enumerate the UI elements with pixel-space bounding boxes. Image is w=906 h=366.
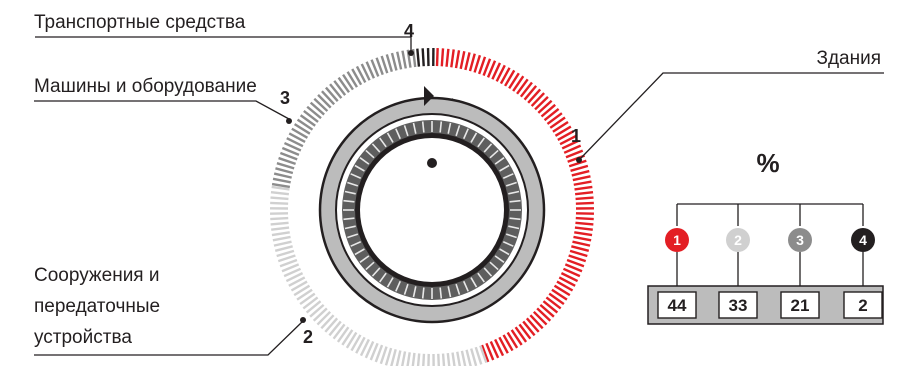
- label-slice-4: Транспортные средства: [34, 12, 246, 33]
- legend-badge-number-1: 1: [673, 232, 681, 248]
- value-label-3: 21: [791, 296, 810, 315]
- value-box-1: [657, 291, 697, 319]
- label-slice-1: Здания: [816, 48, 881, 69]
- value-label-2: 33: [729, 296, 748, 315]
- label-slice-3: Машины и оборудование: [34, 76, 257, 97]
- ring-ticks: [269, 47, 595, 366]
- legend-badge-2: [726, 228, 750, 252]
- center-knob: [318, 86, 546, 324]
- value-label-4: 2: [858, 296, 867, 315]
- legend-badge-number-2: 2: [734, 232, 742, 248]
- leader-lines: [34, 36, 884, 356]
- slice-number-4: 4: [404, 21, 414, 41]
- slice-3-arc: [271, 48, 417, 189]
- legend-badge-3: [788, 228, 812, 252]
- value-box-4: [843, 291, 883, 319]
- legend-badge-4: [851, 228, 875, 252]
- legend-badge-number-3: 3: [796, 232, 804, 248]
- label-slice-2-line-2: передаточные: [34, 296, 160, 317]
- slice-number-2: 2: [303, 327, 313, 347]
- value-box-3: [780, 291, 820, 319]
- slice-1-arc: [435, 48, 595, 363]
- value-box-2: [718, 291, 758, 319]
- legend-badge-number-4: 4: [859, 232, 867, 248]
- unit-label: %: [756, 148, 779, 178]
- legend-bracket: [676, 203, 864, 289]
- label-slice-2-line-3: устройства: [34, 327, 132, 348]
- slice-number-1: 1: [571, 126, 581, 146]
- slice-4-arc: [416, 47, 435, 67]
- label-slice-2-line-1: Сооружения и: [34, 265, 160, 286]
- value-label-1: 44: [668, 296, 687, 315]
- legend-badge-1: [665, 228, 689, 252]
- slice-number-3: 3: [280, 88, 290, 108]
- slice-2-arc: [269, 185, 488, 366]
